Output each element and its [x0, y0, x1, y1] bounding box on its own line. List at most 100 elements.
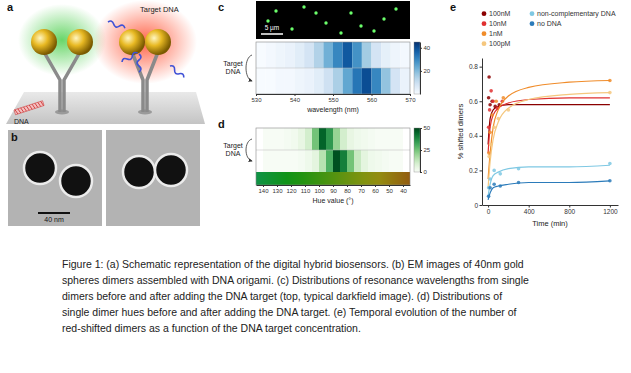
heatmap-cell: [298, 128, 305, 150]
data-point: [496, 117, 500, 121]
legend-item: non-complementary DNA: [530, 10, 616, 18]
tick-label: 25: [424, 147, 431, 153]
axis-title: Hue value (°): [313, 197, 354, 205]
hue-scale: [256, 172, 410, 185]
tick: 400: [524, 205, 535, 215]
tick: 0.6: [469, 98, 482, 105]
legend-marker: [530, 21, 535, 26]
figure: Target DNADNA40 nm5 µm530540550560570wav…: [0, 0, 631, 373]
legend-label: 1nM: [489, 30, 503, 37]
data-point: [488, 103, 492, 107]
nanoparticle: [60, 165, 92, 197]
plot-area: [487, 75, 612, 200]
legend-marker: [482, 11, 487, 16]
heatmap-cell: [396, 128, 403, 150]
tick: 40: [400, 185, 407, 194]
scale-bar: [38, 212, 70, 214]
dna-origami: [44, 52, 80, 112]
heatmap-cell: [352, 42, 362, 68]
heatmap-cell: [312, 128, 319, 150]
colorbar: [414, 128, 420, 172]
gold-sphere: [31, 29, 57, 55]
row-separator: [256, 150, 410, 151]
dimer-spot: [302, 5, 305, 8]
tick-label: 570: [405, 97, 416, 103]
tick-label: 50: [386, 188, 393, 194]
plot-frame: [256, 42, 410, 94]
dimer-spot: [324, 21, 327, 24]
tick-mark: [333, 94, 334, 96]
tick: 540: [290, 94, 301, 103]
fit-line: [488, 80, 610, 179]
heatmap-cell: [295, 68, 305, 94]
tick-label: 140: [258, 188, 269, 194]
data-point: [608, 79, 612, 83]
heatmap-cell: [347, 128, 354, 150]
heatmap-cell: [285, 42, 295, 68]
heatmap-cell: [400, 42, 410, 68]
tick: 100: [314, 185, 325, 194]
legend-label: no DNA: [537, 20, 562, 27]
fit-line: [488, 165, 610, 196]
heatmap-cell: [389, 150, 396, 172]
heatmap-cell: [354, 150, 361, 172]
tick-mark: [480, 136, 483, 137]
em-images: [8, 130, 200, 226]
heatmap-cell: [396, 150, 403, 172]
tick-label: 60: [372, 188, 379, 194]
heatmap-cell: [382, 128, 389, 150]
axis-title: wavelength (nm): [306, 106, 359, 114]
tick-mark: [480, 170, 483, 171]
green-scattering: [18, 4, 106, 76]
caption-line: dimers before and after adding the DNA t…: [62, 290, 502, 302]
tick: 50: [420, 125, 431, 131]
heatmap-cell: [314, 42, 324, 68]
panel-label: b: [11, 131, 18, 143]
legend-item: 1nM: [482, 30, 503, 37]
heatmap-cell: [284, 128, 291, 150]
row-separator: [256, 68, 410, 69]
tick: 20: [420, 68, 431, 74]
data-point: [502, 96, 506, 100]
panel-label: c: [218, 1, 224, 13]
dimer-spot: [349, 11, 352, 14]
caption-line: single dimer hues before and after addin…: [62, 306, 517, 318]
heatmap-cell: [275, 68, 285, 94]
tick: 560: [367, 94, 378, 103]
tick: 110: [301, 185, 311, 194]
tick: 90: [330, 185, 337, 194]
dimer-spot: [274, 9, 277, 12]
data-point: [608, 179, 612, 183]
axis-line: [482, 59, 483, 206]
heatmap-cell: [270, 150, 277, 172]
tick-label: 0: [487, 208, 491, 215]
tick: 40: [420, 45, 431, 51]
axis-title: % shifted dimers: [456, 104, 465, 160]
tick-mark: [403, 185, 404, 187]
heatmap-cell: [298, 150, 305, 172]
heatmap-cell: [319, 128, 326, 150]
tick: 0: [487, 205, 491, 215]
origami-base: [138, 110, 152, 115]
legend-marker: [482, 21, 487, 26]
nanoparticle: [123, 156, 155, 188]
dimer-spot: [394, 7, 397, 10]
tick-mark: [420, 48, 422, 49]
dna-strand-body: [14, 101, 44, 115]
heatmap-cell: [400, 68, 410, 94]
tick-mark: [295, 94, 296, 96]
heatmap-cell: [381, 42, 391, 68]
heatmap-cell: [368, 150, 375, 172]
axis: 140130120110100908070605040: [257, 185, 411, 194]
heatmap-cell: [362, 68, 372, 94]
heatmap-cell: [343, 68, 353, 94]
nanoparticle: [24, 152, 56, 184]
tick: 0: [474, 202, 482, 209]
heatmap-cell: [340, 150, 347, 172]
tick: 0: [420, 169, 428, 175]
axis: 00.20.40.60.8: [469, 59, 483, 209]
data-point: [498, 172, 502, 176]
heatmap-cell: [375, 150, 382, 172]
tick: 800: [564, 205, 575, 215]
tick-label: 0: [474, 202, 478, 209]
